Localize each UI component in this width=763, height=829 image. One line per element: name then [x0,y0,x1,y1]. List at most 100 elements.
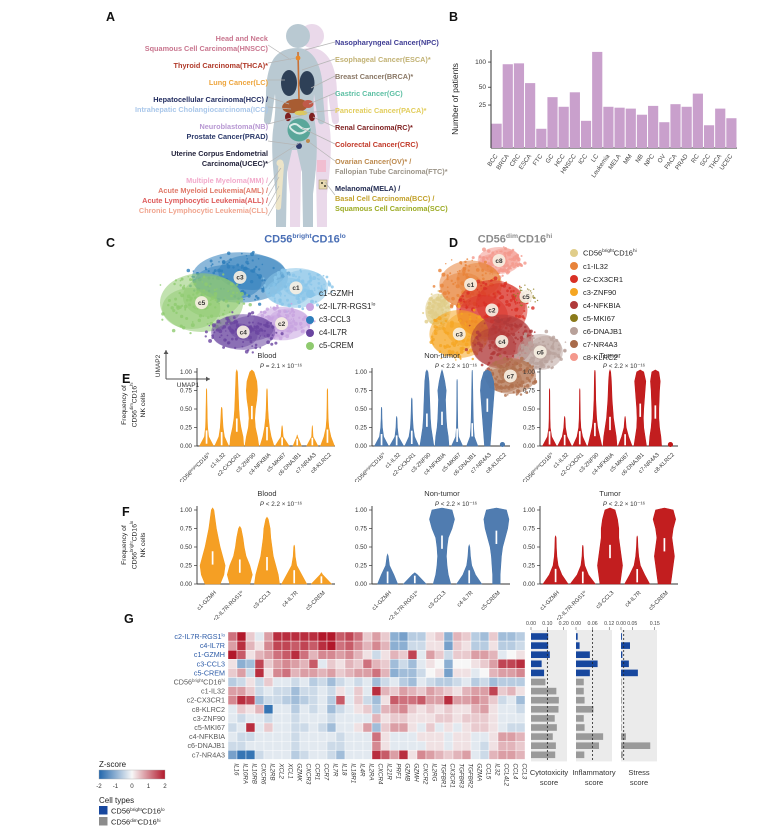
heatmap-cell [425,659,436,669]
score-bar [576,696,585,704]
marrow-icon [317,160,326,172]
heatmap-cell [326,677,337,687]
heatmap-cell [461,704,472,715]
heatmap-cell [254,713,265,724]
heatmap-cell [299,713,310,724]
heatmap-cell [335,704,346,715]
svg-text:0.75: 0.75 [180,526,193,533]
heatmap-cell [308,659,319,669]
violin-f-tumor: Tumor P < 2.2 × 10⁻¹⁶ 0.00 0.25 0.50 0.75 1.00… [523,489,678,620]
heatmap-cell [443,695,454,705]
svg-text:CD56brightCD16hi: CD56brightCD16hi [174,678,225,687]
heatmap-cell [236,668,247,678]
kidney-icon [285,112,291,122]
score-bar [576,678,584,686]
heatmap-cell [308,704,319,715]
heatmap-cell [353,668,364,678]
svg-text:CX3CR1: CX3CR1 [448,763,455,787]
heatmap-cell [263,677,274,687]
score-bar [621,633,622,640]
heatmap-cell [425,704,436,715]
heatmap-cell [389,731,400,742]
heatmap-cell [317,668,328,678]
svg-text:0.00: 0.00 [180,443,193,450]
heatmap-cell [290,631,301,642]
cancer-label: Esophageal Cancer(ESCA)* [335,55,431,64]
heatmap-cell [281,686,292,696]
heatmap-cell [515,668,526,678]
heatmap-cell [380,650,391,660]
svg-text:-2: -2 [96,783,102,790]
heatmap-cell [389,740,400,751]
heatmap-cell [272,704,283,715]
heatmap-cell [389,713,400,724]
heatmap-cell [227,731,238,742]
heatmap-cell [479,686,490,696]
heatmap-cell [281,631,292,642]
score-bar [576,724,585,731]
svg-text:0: 0 [130,783,134,790]
heatmap-cell [308,750,319,760]
heatmap-cell [272,740,283,751]
svg-text:GZMB: GZMB [403,763,410,781]
heatmap-cell [497,668,508,678]
heatmap-cell [281,704,292,715]
violin-f-blood: Blood P < 2.2 × 10⁻¹⁶ 0.00 0.25 0.50 0.75 1.00… [180,489,335,620]
heatmap-cell [317,650,328,660]
legend-label: c5-MKI67 [583,313,616,323]
bar [569,92,580,148]
heatmap-cell [407,750,418,760]
cancer-label: Prostate Cancer(PRAD) [186,132,268,141]
svg-text:0.50: 0.50 [523,406,536,413]
violin-e-tumor: Tumor P < 2.2 × 10⁻¹⁶ 0.00 0.25 0.50 0.75 1.00… [522,351,678,482]
thyroid-icon [295,55,301,61]
heatmap-cell [425,677,436,687]
svg-text:GC: GC [544,153,555,165]
skin-patch-icon [318,179,328,190]
svg-text:XCL2: XCL2 [277,762,284,779]
heatmap-cell [488,640,499,651]
score-bar [621,733,626,740]
svg-text:NB: NB [634,153,645,164]
heatmap-cell [326,750,337,760]
violin [377,553,399,585]
bar [636,114,648,148]
liver-icon [282,98,308,114]
svg-text:CD56dimCD16hi: CD56dimCD16hi [111,818,160,827]
heatmap-cell [416,668,427,678]
heatmap-cell [515,713,526,724]
score-bar [531,733,553,740]
score-bar [531,724,557,731]
heatmap-cell [515,740,526,751]
svg-text:c3: c3 [456,331,464,338]
score-bar [576,751,585,759]
heatmap-cell [290,722,301,733]
svg-text:IL2RA: IL2RA [367,763,374,780]
umap-bright-title: CD56brightCD16lo [264,233,346,246]
svg-text:TGFBR1: TGFBR1 [439,763,446,787]
svg-text:1.00: 1.00 [180,507,193,514]
heatmap-cell [371,713,382,724]
heatmap-cell [290,650,301,660]
heatmap-cell [362,740,373,751]
svg-text:IL2RG: IL2RG [430,763,437,781]
svg-text:Blood: Blood [257,351,276,360]
svg-text:25: 25 [479,102,487,109]
heatmap-cell [290,695,301,705]
heatmap-cell [308,722,319,733]
heatmap-cell [443,659,454,669]
heatmap-cell [335,640,346,651]
heatmap-cell [497,631,508,642]
bar [670,104,681,148]
heatmap-cell [506,677,517,687]
e-y-axis-label: Frequency of CD56dimCD16hi NK cells [121,382,147,428]
heatmap-cell [263,686,274,696]
cancer-label: Fallopian Tube Carcinoma(FTC)* [335,167,448,176]
heatmap-cell [425,731,436,742]
heatmap-cell [380,731,391,742]
violin [499,442,506,447]
heatmap-cell [434,631,445,642]
cluster-color-icon [570,314,578,322]
svg-text:0.00: 0.00 [523,581,536,588]
cancer-label: Intrahepatic Cholangiocarcinoma(ICC) [135,105,268,114]
